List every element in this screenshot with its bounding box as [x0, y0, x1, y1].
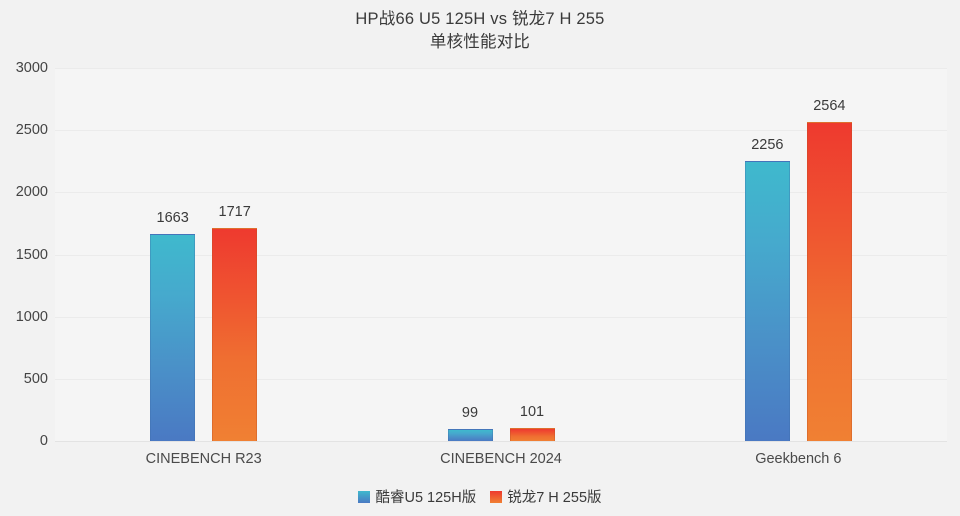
gridline [55, 378, 947, 380]
chart-title-line1: HP战66 U5 125H vs 锐龙7 H 255 [355, 10, 605, 28]
y-axis-tick-label: 1500 [15, 246, 48, 263]
bar-value-label: 99 [461, 404, 479, 421]
bar-value-label: 2256 [751, 136, 784, 153]
bar-series0[interactable] [447, 428, 493, 441]
chart-title: HP战66 U5 125H vs 锐龙7 H 255 单核性能对比 [0, 8, 960, 54]
bar-series0[interactable] [150, 234, 196, 441]
x-axis-tick-label: CINEBENCH R23 [145, 451, 262, 467]
gridline [55, 192, 947, 194]
bar-series0[interactable] [744, 160, 790, 441]
legend-item[interactable]: 锐龙7 H 255版 [490, 486, 602, 507]
bar-series1[interactable] [806, 122, 852, 441]
gridline [55, 316, 947, 318]
legend-item[interactable]: 酷睿U5 125H版 [358, 486, 476, 507]
chart-legend: 酷睿U5 125H版 锐龙7 H 255版 [0, 486, 960, 507]
bar-value-label: 1663 [156, 210, 189, 227]
plot-area: 1663 1717 99 101 2256 2564 [55, 68, 947, 442]
x-axis-tick-label: CINEBENCH 2024 [440, 451, 562, 467]
gridline [55, 130, 947, 132]
gridline [55, 254, 947, 256]
y-axis-tick-label: 0 [39, 433, 48, 449]
bar-value-label: 101 [519, 404, 545, 421]
legend-label: 锐龙7 H 255版 [507, 490, 602, 506]
y-axis-tick-label: 2500 [15, 122, 48, 139]
legend-swatch-icon [490, 490, 503, 503]
bar-value-label: 1717 [218, 203, 251, 220]
y-axis: 0 500 1000 1500 2000 2500 3000 [0, 60, 48, 449]
y-axis-tick-label: 2000 [15, 184, 48, 201]
bar-series1[interactable] [212, 227, 258, 441]
x-axis-tick-label: Geekbench 6 [755, 451, 842, 467]
gridline [55, 68, 947, 69]
gridline [55, 441, 947, 442]
chart-subtitle: 单核性能对比 [429, 33, 531, 51]
y-axis-tick-label: 500 [23, 370, 48, 387]
legend-swatch-icon [358, 490, 371, 503]
bar-series1[interactable] [509, 428, 555, 441]
y-axis-tick-label: 1000 [15, 308, 48, 325]
bar-value-label: 2564 [813, 98, 846, 115]
y-axis-tick-label: 3000 [15, 60, 48, 76]
legend-label: 酷睿U5 125H版 [375, 490, 477, 506]
